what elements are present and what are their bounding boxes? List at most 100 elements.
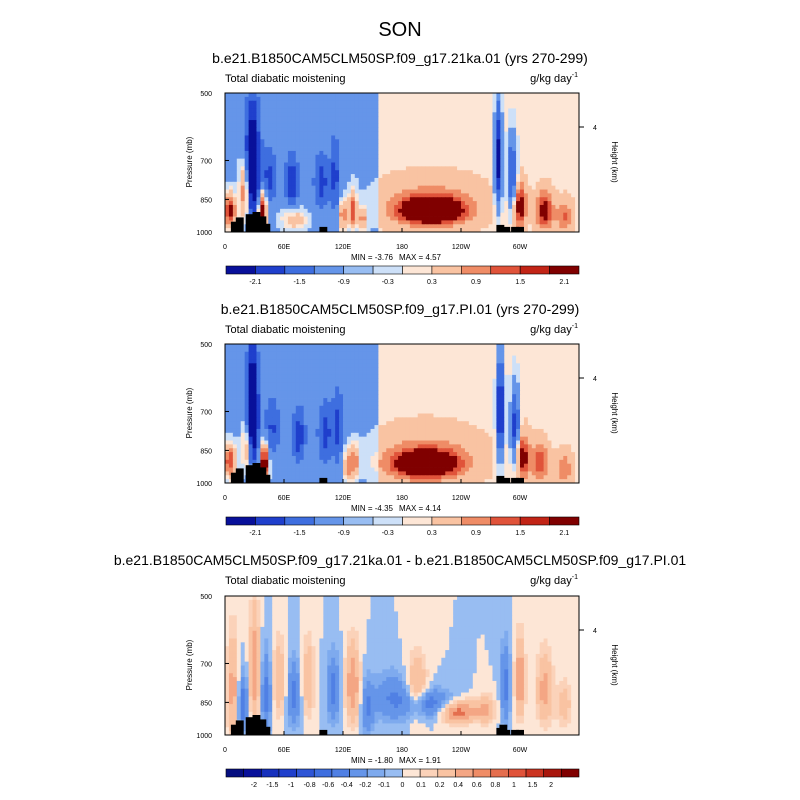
heat-cell [453,355,458,360]
heat-cell [291,123,297,129]
heat-cell [382,204,387,210]
heat-cell [394,371,399,376]
heat-cell [449,131,454,136]
heat-cell [339,162,344,167]
heat-cell [508,112,513,117]
heat-cell [523,100,529,105]
heat-cell [225,394,230,399]
heat-cell [421,351,426,356]
heat-cell [464,378,470,384]
heat-cell [366,401,371,407]
heat-cell [398,413,403,418]
heat-cell [232,93,238,98]
heat-cell [413,150,419,156]
figure-title: SON [378,19,421,41]
heat-cell [264,216,269,221]
heat-cell [402,363,407,368]
heat-cell [520,143,525,148]
heat-cell [496,174,501,179]
heat-cell [339,150,344,156]
heat-cell [421,212,426,217]
heat-cell [500,112,505,117]
heat-cell [425,398,430,403]
heat-cell [252,120,257,125]
heat-cell [315,189,320,194]
heat-cell [244,201,249,206]
heat-cell [284,189,289,194]
heat-cell [299,216,305,221]
heat-cell [523,112,529,117]
heat-cell [445,170,450,175]
heat-cell [374,405,379,411]
heat-cell [539,371,544,376]
heat-cell [539,382,544,387]
heat-cell [303,112,308,117]
heat-cell [311,131,316,136]
heat-cell [260,390,265,395]
heat-cell [280,143,285,148]
heat-cell [256,347,261,353]
heat-cell [228,367,234,372]
heat-cell [453,177,458,183]
heat-cell [508,181,513,187]
heat-cell [480,174,485,179]
heat-cell [535,104,541,109]
heat-cell [476,150,482,156]
heat-cell [287,351,293,356]
heat-cell [461,177,466,183]
heat-cell [453,123,458,129]
heat-cell [500,394,505,399]
heat-cell [464,162,470,167]
heat-cell [476,108,482,113]
heat-cell [417,112,423,117]
heat-cell [339,413,344,418]
heat-cell [303,208,308,214]
heat-cell [335,166,340,171]
heat-cell [488,108,493,113]
heat-cell [398,371,403,376]
heat-cell [543,386,548,391]
heat-cell [523,405,529,411]
heat-cell [370,386,375,391]
heat-cell [461,108,466,113]
heat-cell [291,212,297,217]
heat-cell [464,359,470,364]
heat-cell [531,150,537,156]
heat-cell [378,405,383,411]
heat-cell [311,93,316,98]
heat-cell [374,120,379,125]
heat-cell [228,216,234,221]
heat-cell [567,201,572,206]
heat-cell [343,100,348,105]
heat-cell [260,96,265,102]
heat-cell [433,371,438,376]
heat-cell [520,96,525,102]
heat-cell [390,135,395,140]
heat-cell [527,212,533,217]
heat-cell [394,374,399,380]
heat-cell [339,374,344,380]
heat-cell [508,197,513,202]
heat-cell [350,401,356,407]
heat-cell [256,351,261,356]
heat-cell [480,344,485,349]
heat-cell [449,189,454,194]
heat-cell [280,147,285,152]
heat-cell [508,208,513,214]
heat-cell [280,228,285,233]
heat-cell [236,174,242,179]
heat-cell [464,108,470,113]
heat-cell [295,193,301,198]
heat-cell [413,398,419,403]
heat-cell [457,189,462,194]
heat-cell [551,390,556,395]
heat-cell [264,409,269,414]
heat-cell [358,93,364,98]
heat-cell [547,181,552,187]
heat-cell [303,363,308,368]
heat-cell [567,367,572,372]
heat-cell [236,185,242,190]
heat-cell [417,351,423,356]
heat-cell [319,382,324,387]
heat-cell [260,185,265,190]
